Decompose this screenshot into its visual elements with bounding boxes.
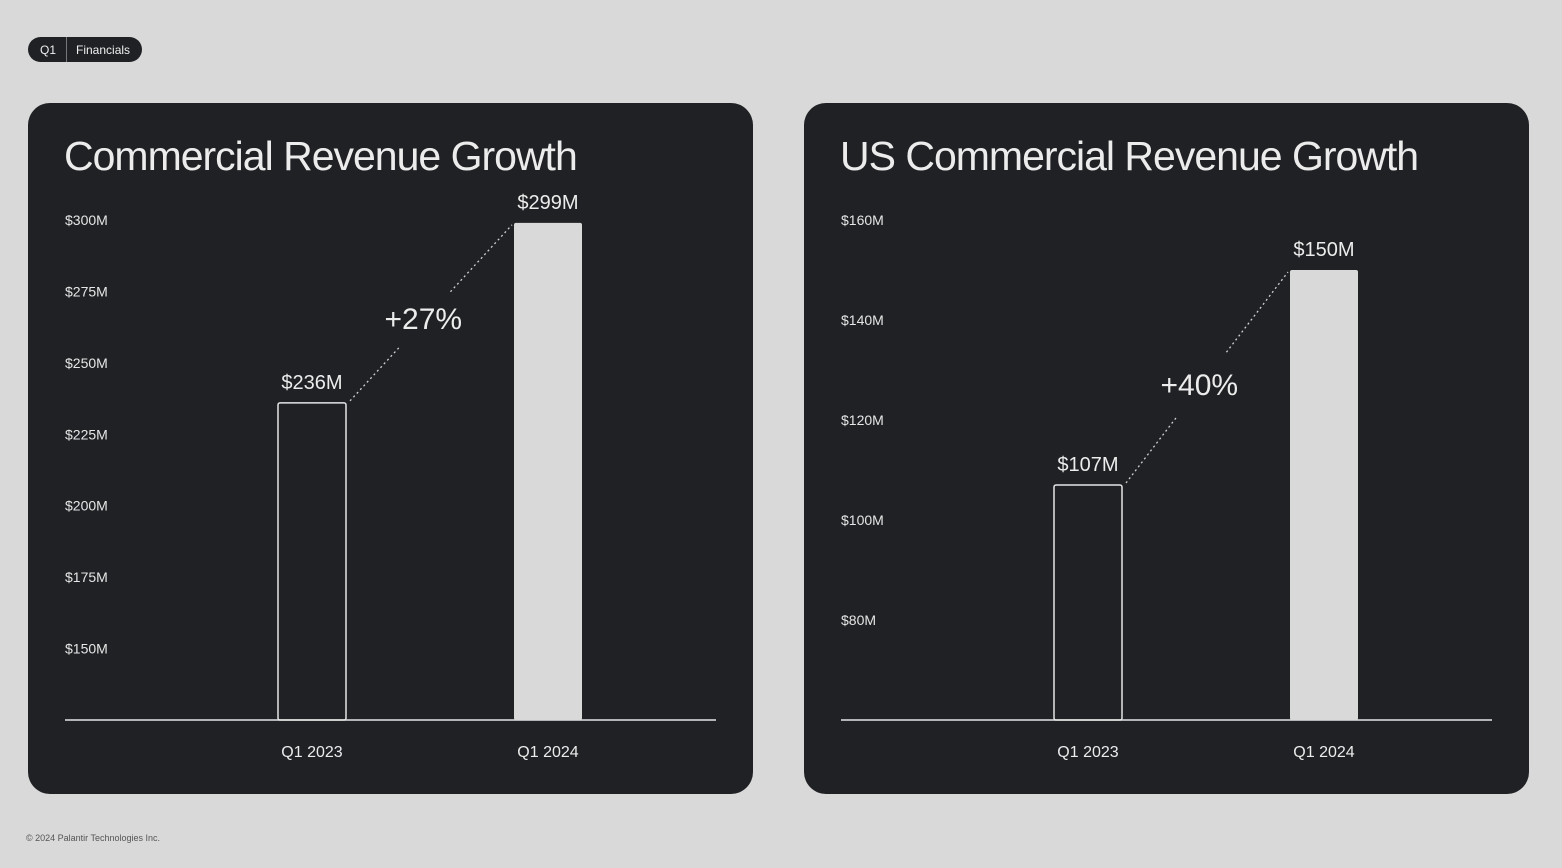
y-tick-label: $120M [841,412,884,428]
growth-connector-line [1225,271,1289,353]
y-tick-label: $150M [65,641,108,657]
y-tick-label: $160M [841,212,884,228]
y-tick-label: $200M [65,498,108,514]
bar-value-label: $299M [517,192,578,214]
y-tick-label: $275M [65,283,108,299]
bar-value-label: $236M [281,372,342,394]
y-tick-label: $300M [65,212,108,228]
badge-section: Financials [76,42,131,57]
bar-value-label: $107M [1057,454,1118,476]
chart-panel-commercial: Commercial Revenue Growth $150M $175M $200… [28,103,753,794]
growth-percentage-label: +27% [385,303,463,336]
chart-commercial-revenue: $150M $175M $200M $225M $250M $275M $300M $236M… [65,192,716,761]
y-tick-label: $100M [841,512,884,528]
bar-value-label: $150M [1293,239,1354,261]
y-tick-label: $250M [65,355,108,371]
bar-q1-2024 [514,222,582,720]
chart-panel-us-commercial: US Commercial Revenue Growth $80M $100M $1… [804,103,1529,794]
section-badge: Q1 Financials [28,37,143,62]
y-tick-label: $140M [841,312,884,328]
badge-quarter: Q1 [28,37,68,62]
y-tick-label: $80M [841,612,876,628]
bar-q1-2024 [1290,270,1358,720]
chart-title: Commercial Revenue Growth [64,133,578,179]
growth-connector-line [449,224,513,293]
bar-q1-2023 [1053,484,1123,721]
y-tick-label: $175M [65,569,108,585]
growth-percentage-label: +40% [1161,369,1239,402]
x-tick-label: Q1 2024 [517,744,578,761]
x-tick-label: Q1 2023 [281,744,342,761]
chart-us-commercial-revenue: $80M $100M $120M $140M $160M $107M Q1 2023 $150… [841,212,1492,761]
x-tick-label: Q1 2023 [1057,744,1118,761]
chart-title: US Commercial Revenue Growth [840,133,1419,179]
bar-q1-2023 [277,402,347,721]
growth-connector-line [1125,417,1177,484]
growth-connector-line [349,345,401,402]
y-tick-label: $225M [65,426,108,442]
x-tick-label: Q1 2024 [1293,744,1354,761]
copyright-footer: © 2024 Palantir Technologies Inc. [26,833,161,843]
